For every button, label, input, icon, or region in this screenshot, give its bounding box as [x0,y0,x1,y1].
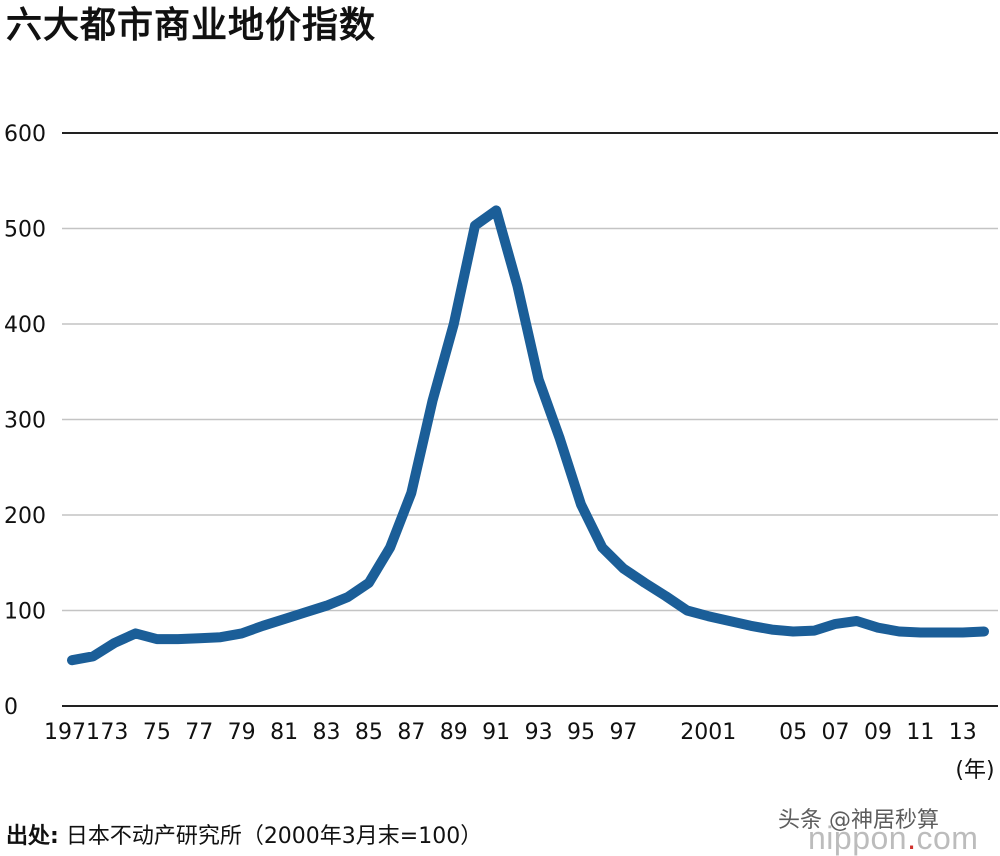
x-tick-label-75: 75 [143,720,171,745]
x-tick-label-97: 97 [609,720,637,745]
x-axis-label: (年) [955,758,994,783]
source-text: 日本不动产研究所（2000年3月末=100） [65,824,483,849]
x-tick-label-05: 05 [779,720,807,745]
x-tick-label-87: 87 [397,720,425,745]
watermark-logo-dot: . [907,820,917,856]
source-note: 出处: 日本不动产研究所（2000年3月末=100） [6,822,482,852]
x-tick-label-11: 11 [906,720,934,745]
chart-title: 六大都市商业地价指数 [6,5,377,46]
x-tick-label-1971: 1971 [44,720,100,745]
y-tick-label-600: 600 [4,122,46,147]
x-tick-label-85: 85 [355,720,383,745]
series-layer [67,205,989,666]
x-tick-label-77: 77 [185,720,213,745]
x-tick-label-2001: 2001 [680,720,736,745]
y-tick-label-500: 500 [4,218,46,243]
x-tick-label-81: 81 [270,720,298,745]
x-tick-label-73: 73 [100,720,128,745]
x-tick-label-09: 09 [864,720,892,745]
source-label: 出处: [6,824,59,849]
x-tick-label-91: 91 [482,720,510,745]
x-tick-label-93: 93 [525,720,553,745]
watermark-logo-main: nippon [808,820,908,856]
watermark-logo-suffix: com [916,820,979,856]
watermark-logo: nippon.com [808,820,978,856]
x-axis-tick-labels: 1971 73 75 77 79 81 83 85 87 89 91 93 95 97 2001 05 07 09… [44,720,977,745]
y-tick-label-300: 300 [4,409,46,434]
grid-lines [62,132,998,707]
y-tick-label-400: 400 [4,313,46,338]
x-tick-label-83: 83 [313,720,341,745]
y-tick-label-200: 200 [4,504,46,529]
x-tick-label-07: 07 [822,720,850,745]
watermark-text: 头条 @神居秒算 [778,808,939,833]
x-tick-label-89: 89 [440,720,468,745]
series-line-0 [67,205,989,666]
x-tick-label-79: 79 [228,720,256,745]
y-tick-label-0: 0 [4,695,18,720]
x-tick-label-95: 95 [567,720,595,745]
y-axis-tick-labels: 0 100 200 300 400 500 600 [4,122,46,720]
x-tick-label-13: 13 [949,720,977,745]
y-tick-label-100: 100 [4,600,46,625]
